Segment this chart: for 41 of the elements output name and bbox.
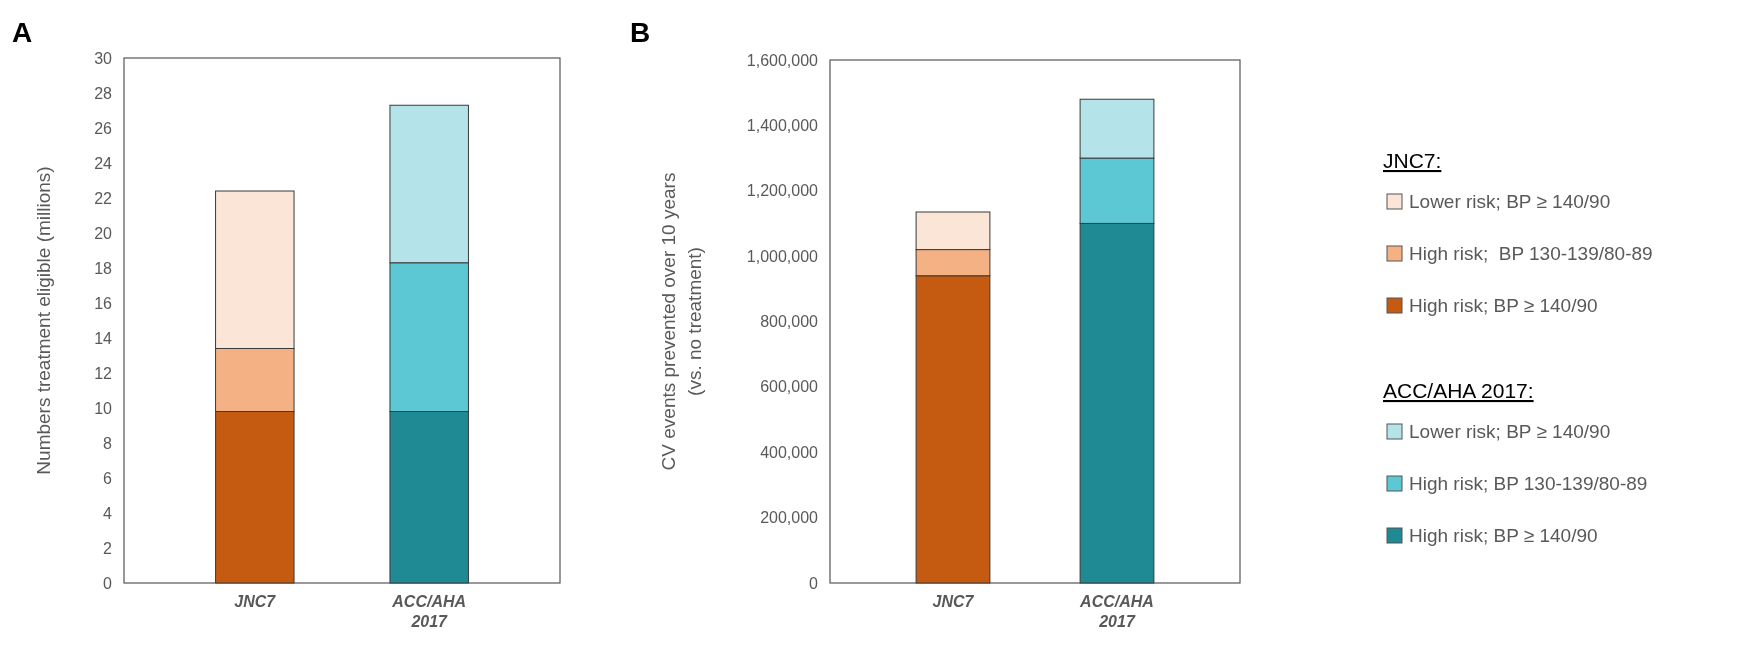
y-tick-label: 0	[103, 574, 113, 592]
y-tick-label: 30	[94, 49, 113, 67]
y-tick-label: 14	[94, 329, 113, 347]
y-tick-label: 18	[94, 259, 113, 277]
y-tick-label: 22	[94, 189, 113, 207]
text: ACC/AHA 2017:	[1383, 379, 1534, 402]
y-axis-title: Numbers treatment eligible (millions)	[33, 166, 54, 475]
y-tick-label: 8	[103, 434, 113, 452]
y-tick-label: 2	[103, 539, 113, 557]
legend-label: High risk; BP 130-139/80-89	[1409, 473, 1648, 494]
y-tick-label: 12	[94, 364, 113, 382]
y-tick-label: 10	[94, 399, 113, 417]
y-tick-label: 26	[94, 119, 113, 137]
x-tick-label: ACC/AHA 2017	[1079, 593, 1154, 630]
y-tick-label: 24	[94, 154, 113, 172]
y-tick-label: 800,000	[760, 313, 819, 331]
y-tick-label: 1,000,000	[746, 247, 819, 265]
y-tick-label: 1,600,000	[746, 51, 819, 69]
x-tick-label: JNC7	[932, 593, 975, 610]
y-tick-label: 0	[809, 574, 819, 592]
y-tick-label: 200,000	[760, 509, 819, 527]
y-axis-title: CV events prevented over 10 years (vs. no treatment)	[658, 172, 705, 471]
y-tick-label: 16	[94, 294, 113, 312]
legend-label: Lower risk; BP ≥ 140/90	[1409, 421, 1611, 442]
chart-title: A	[12, 17, 33, 48]
y-tick-label: 20	[94, 224, 113, 242]
y-tick-label: 600,000	[760, 378, 819, 396]
y-tick-label: 1,200,000	[746, 182, 819, 200]
y-tick-label: 4	[103, 504, 113, 522]
y-tick-label: 400,000	[760, 443, 819, 461]
y-tick-label: 28	[94, 84, 113, 102]
y-tick-label: 6	[103, 469, 113, 487]
legend-label: Lower risk; BP ≥ 140/90	[1409, 191, 1611, 212]
legend-label: High risk; BP 130-139/80-89	[1409, 243, 1653, 264]
x-tick-label: ACC/AHA 2017	[391, 593, 467, 630]
text: JNC7:	[1383, 149, 1442, 172]
legend-label: High risk; BP ≥ 140/90	[1409, 295, 1598, 316]
chart-title: B	[630, 17, 651, 48]
x-tick-label: JNC7	[234, 593, 277, 610]
y-tick-label: 1,400,000	[746, 116, 819, 134]
legend-label: High risk; BP ≥ 140/90	[1409, 525, 1598, 546]
